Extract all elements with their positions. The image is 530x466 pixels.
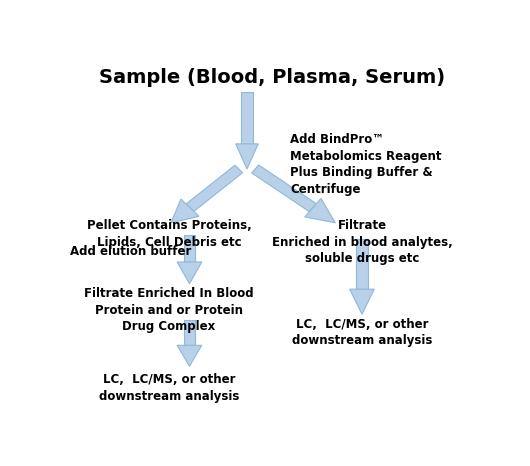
Bar [241,92,253,144]
Bar [184,320,195,345]
Polygon shape [177,262,202,284]
Text: Add BindPro™
Metabolomics Reagent
Plus Binding Buffer &
Centrifuge: Add BindPro™ Metabolomics Reagent Plus B… [290,133,441,196]
Text: Filtrate Enriched In Blood
Protein and or Protein
Drug Complex: Filtrate Enriched In Blood Protein and o… [84,288,254,333]
Text: LC,  LC/MS, or other
downstream analysis: LC, LC/MS, or other downstream analysis [292,318,432,347]
Text: Filtrate
Enriched in blood analytes,
soluble drugs etc: Filtrate Enriched in blood analytes, sol… [271,219,453,265]
Bar [356,239,368,289]
Polygon shape [171,199,199,223]
Text: Sample (Blood, Plasma, Serum): Sample (Blood, Plasma, Serum) [99,69,445,88]
Polygon shape [305,199,335,223]
Bar [184,235,195,262]
Polygon shape [350,289,374,314]
Polygon shape [186,165,243,212]
Polygon shape [236,144,258,169]
Polygon shape [177,345,202,366]
Polygon shape [252,165,316,212]
Text: Pellet Contains Proteins,
Lipids, Cell Debris etc: Pellet Contains Proteins, Lipids, Cell D… [86,219,251,249]
Text: LC,  LC/MS, or other
downstream analysis: LC, LC/MS, or other downstream analysis [99,373,239,403]
Text: Add elution buffer: Add elution buffer [70,245,192,258]
